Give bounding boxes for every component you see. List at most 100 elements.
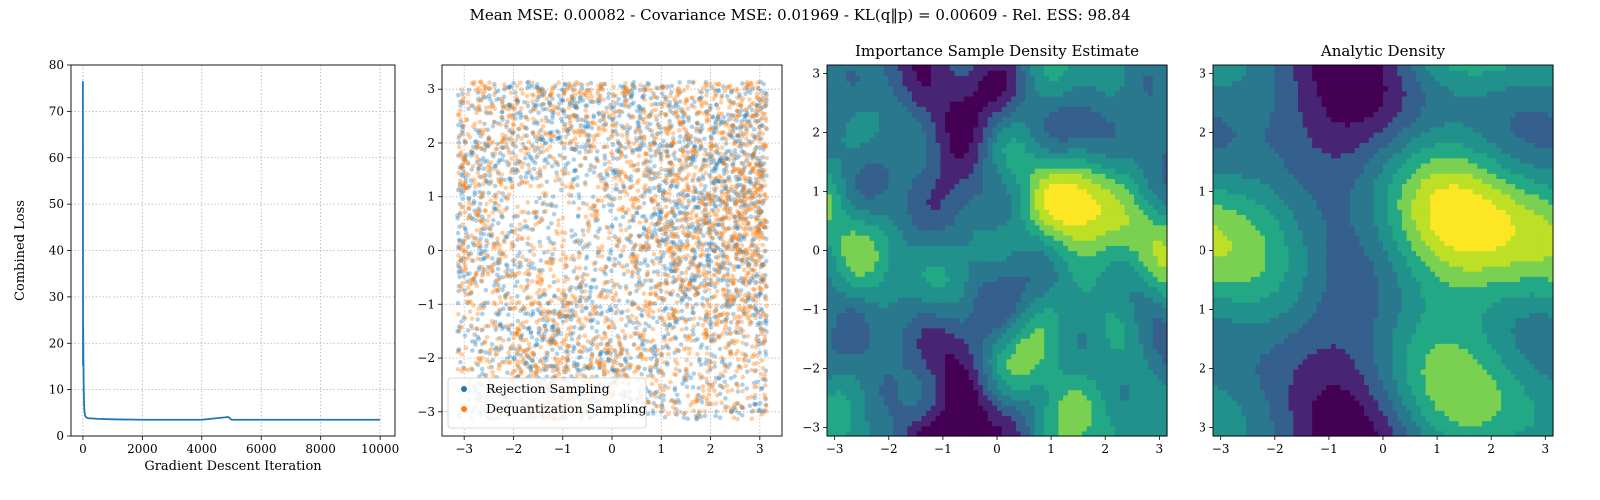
dequantization-sample-point: [658, 250, 663, 255]
dequantization-sample-point: [512, 230, 518, 236]
rejection-sample-point: [514, 352, 520, 357]
rejection-sample-point: [466, 196, 471, 201]
dequantization-sample-point: [588, 312, 593, 318]
dequantization-sample-point: [653, 135, 659, 140]
rejection-sample-point: [651, 350, 656, 356]
rejection-sample-point: [595, 217, 600, 223]
dequantization-sample-point: [531, 116, 536, 122]
rejection-sample-point: [655, 212, 661, 217]
dequantization-sample-point: [643, 356, 649, 362]
rejection-sample-point: [615, 243, 620, 249]
dequantization-sample-point: [686, 351, 692, 356]
rejection-sample-point: [495, 312, 501, 318]
dequantization-sample-point: [592, 210, 598, 215]
rejection-sample-point: [687, 296, 693, 302]
rejection-sample-point: [616, 97, 621, 102]
dequantization-sample-point: [759, 263, 765, 269]
rejection-sample-point: [728, 375, 734, 381]
rejection-sample-point: [474, 146, 479, 151]
rejection-sample-point: [472, 192, 477, 197]
rejection-sample-point: [640, 214, 645, 219]
dequantization-sample-point: [673, 358, 678, 364]
dequantization-sample-point: [582, 333, 588, 339]
dequantization-sample-point: [635, 161, 641, 167]
rejection-sample-point: [474, 218, 479, 223]
rejection-sample-point: [642, 278, 648, 284]
rejection-sample-point: [682, 378, 687, 383]
dequantization-sample-point: [542, 164, 547, 170]
rejection-sample-point: [639, 193, 644, 199]
dequantization-sample-point: [498, 299, 504, 305]
rejection-sample-point: [736, 236, 741, 242]
dequantization-sample-point: [722, 369, 728, 374]
rejection-sample-point: [724, 244, 730, 250]
rejection-sample-point: [508, 346, 513, 352]
dequantization-sample-point: [566, 81, 572, 86]
rejection-sample-point: [702, 317, 707, 322]
rejection-sample-point: [456, 270, 462, 275]
dequantization-sample-point: [502, 360, 508, 365]
dequantization-sample-point: [529, 227, 535, 232]
rejection-sample-point: [543, 140, 549, 146]
rejection-sample-point: [750, 312, 756, 318]
dequantization-sample-point: [619, 363, 624, 368]
rejection-sample-point: [476, 267, 482, 272]
rejection-sample-point: [489, 100, 495, 105]
dequantization-sample-point: [486, 134, 492, 140]
rejection-sample-point: [507, 354, 513, 359]
rejection-sample-point: [613, 310, 618, 316]
dequantization-sample-point: [535, 291, 540, 296]
rejection-sample-point: [713, 413, 718, 419]
dequantization-sample-point: [608, 351, 613, 357]
rejection-sample-point: [746, 139, 752, 144]
rejection-sample-point: [721, 261, 727, 266]
rejection-sample-point: [483, 287, 489, 293]
dequantization-sample-point: [658, 392, 664, 397]
rejection-sample-point: [759, 308, 764, 313]
rejection-sample-point: [636, 354, 641, 360]
dequantization-sample-point: [548, 363, 554, 369]
dequantization-sample-point: [563, 308, 568, 313]
dequantization-sample-point: [762, 376, 767, 382]
rejection-sample-point: [759, 341, 764, 347]
dequantization-sample-point: [713, 244, 719, 249]
rejection-sample-point: [460, 196, 465, 202]
dequantization-sample-point: [562, 230, 568, 236]
rejection-sample-point: [680, 278, 686, 284]
rejection-sample-point: [538, 293, 544, 299]
dequantization-sample-point: [711, 221, 716, 226]
dequantization-sample-point: [520, 91, 525, 96]
rejection-sample-point: [571, 363, 577, 369]
rejection-sample-point: [658, 130, 664, 135]
rejection-sample-point: [738, 204, 744, 210]
rejection-sample-point: [746, 152, 751, 157]
rejection-sample-point: [515, 98, 521, 104]
dequantization-sample-point: [704, 376, 709, 382]
rejection-sample-point: [761, 81, 766, 87]
dequantization-sample-point: [537, 167, 543, 172]
dequantization-sample-point: [488, 111, 494, 116]
rejection-sample-point: [754, 199, 759, 204]
rejection-sample-point: [578, 295, 583, 300]
dequantization-sample-point: [523, 151, 528, 156]
dequantization-sample-point: [461, 123, 467, 129]
dequantization-sample-point: [668, 379, 673, 385]
dequantization-sample-point: [739, 134, 745, 139]
rejection-sample-point: [732, 197, 738, 202]
dequantization-sample-point: [663, 204, 669, 210]
rejection-sample-point: [457, 274, 462, 280]
dequantization-sample-point: [633, 315, 639, 321]
dequantization-sample-point: [724, 287, 729, 293]
dequantization-sample-point: [719, 191, 725, 196]
rejection-sample-point: [544, 318, 550, 324]
dequantization-sample-point: [707, 201, 713, 207]
dequantization-sample-point: [643, 299, 649, 305]
rejection-sample-point: [708, 338, 714, 344]
dequantization-sample-point: [635, 168, 640, 174]
rejection-sample-point: [723, 141, 729, 146]
dequantization-sample-point: [647, 313, 652, 319]
rejection-sample-point: [693, 338, 698, 343]
dequantization-sample-point: [525, 267, 531, 273]
rejection-sample-point: [509, 223, 514, 228]
dequantization-sample-point: [466, 200, 472, 206]
